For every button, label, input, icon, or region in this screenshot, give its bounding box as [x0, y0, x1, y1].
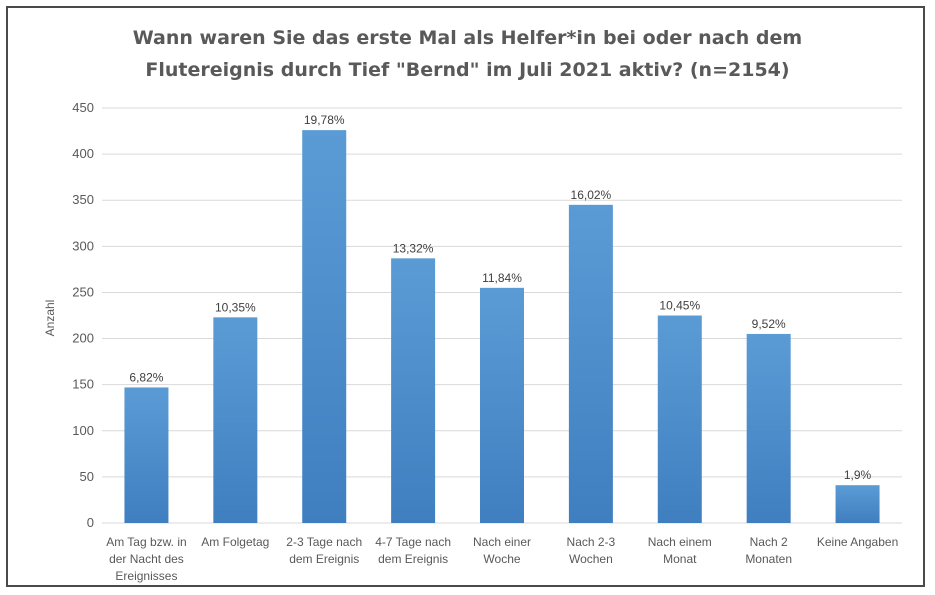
- data-label: 1,9%: [844, 468, 872, 482]
- y-tick-label: 200: [72, 331, 94, 346]
- bar: [568, 204, 613, 524]
- x-tick-label-line: Woche: [483, 552, 520, 566]
- bar: [124, 387, 169, 523]
- chart-title: Wann waren Sie das erste Mal als Helfer*…: [0, 22, 935, 86]
- x-tick-label-line: dem Ereignis: [378, 552, 448, 566]
- data-label: 10,35%: [215, 300, 256, 314]
- x-tick-label-line: Monat: [663, 552, 697, 566]
- x-tick-label-line: Monaten: [745, 552, 792, 566]
- chart-title-line-1: Wann waren Sie das erste Mal als Helfer*…: [132, 27, 803, 49]
- x-tick-label: Am Folgetag: [201, 535, 269, 549]
- x-tick-label-line: Am Folgetag: [201, 535, 269, 549]
- y-tick-label: 250: [72, 284, 94, 299]
- x-tick-label-line: Keine Angaben: [817, 535, 898, 549]
- y-tick-label: 100: [72, 423, 94, 438]
- y-tick-label: 300: [72, 238, 94, 253]
- bar: [657, 315, 702, 523]
- bar: [302, 130, 347, 523]
- y-tick-label: 150: [72, 377, 94, 392]
- x-tick-label: Keine Angaben: [817, 535, 898, 549]
- y-axis-title: Anzahl: [43, 300, 57, 337]
- x-tick-label-line: Am Tag bzw. in: [106, 535, 186, 549]
- data-label: 6,82%: [129, 370, 163, 384]
- x-tick-label-line: 2-3 Tage nach: [286, 535, 362, 549]
- x-tick-label: 4-7 Tage nach dem Ereignis: [375, 535, 451, 566]
- data-labels: 6,82% 10,35% 19,78% 13,32% 11,84% 16,02% 10,45…: [129, 113, 871, 482]
- x-tick-label-line: der Nacht des: [109, 552, 184, 566]
- data-label: 9,52%: [752, 317, 786, 331]
- x-tick-label: Nach einem Monat: [648, 535, 712, 566]
- data-label: 13,32%: [393, 241, 434, 255]
- bar: [835, 485, 880, 523]
- x-tick-label: Nach 2-3 Wochen: [567, 535, 616, 566]
- bar: [213, 317, 258, 523]
- chart-title-line-2: Flutereignis durch Tief "Bernd" im Juli …: [145, 59, 790, 81]
- x-tick-label: Nach 2 Monaten: [745, 535, 792, 566]
- data-label: 16,02%: [571, 188, 612, 202]
- bar: [480, 287, 524, 523]
- x-tick-label-line: Nach 2: [750, 535, 788, 549]
- y-tick-label: 400: [72, 146, 94, 161]
- x-tick-label: 2-3 Tage nach dem Ereignis: [286, 535, 362, 566]
- data-label: 11,84%: [482, 271, 522, 285]
- x-tick-label-line: Ereignisses: [115, 569, 177, 583]
- x-tick-label-line: Nach 2-3: [567, 535, 616, 549]
- bars: [124, 130, 880, 524]
- bar: [391, 258, 436, 523]
- bar: [746, 333, 791, 523]
- data-label: 10,45%: [659, 299, 700, 313]
- y-tick-label: 450: [72, 100, 94, 115]
- x-tick-label-line: dem Ereignis: [289, 552, 359, 566]
- x-tick-label-line: Wochen: [569, 552, 613, 566]
- y-tick-label: 50: [80, 469, 94, 484]
- data-label: 19,78%: [304, 113, 345, 127]
- y-tick-label: 0: [87, 515, 94, 530]
- y-axis: 0 50 100 150 200 250 300 350 400 450: [72, 100, 94, 530]
- x-tick-label: Nach einer Woche: [473, 535, 531, 566]
- x-axis: Am Tag bzw. in der Nacht des EreignissesAm…: [106, 535, 898, 583]
- x-tick-label-line: 4-7 Tage nach: [375, 535, 451, 549]
- y-tick-label: 350: [72, 192, 94, 207]
- x-tick-label: Am Tag bzw. in der Nacht des Ereignisses: [106, 535, 186, 583]
- x-tick-label-line: Nach einer: [473, 535, 531, 549]
- x-tick-label-line: Nach einem: [648, 535, 712, 549]
